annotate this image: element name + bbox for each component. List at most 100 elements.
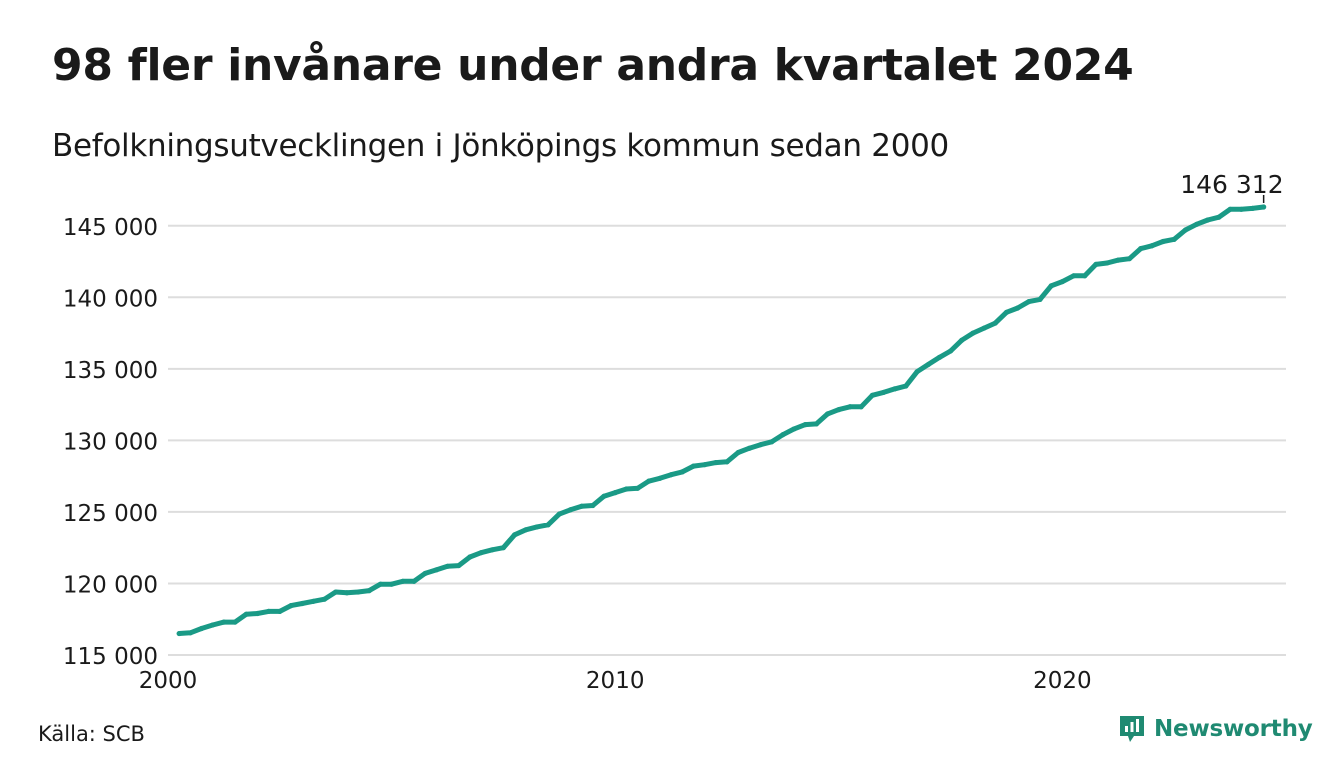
data-point [400,578,406,584]
data-point [221,619,227,625]
data-point [243,611,249,617]
data-point [746,445,752,451]
annotations: 146 312 [1180,170,1284,203]
data-point [869,392,875,398]
data-point [735,449,741,456]
data-point [1227,206,1233,212]
x-tick-label: 2000 [139,668,198,694]
x-axis-tick-labels: 2000 2010 2020 [139,668,1092,694]
data-point [1048,283,1054,289]
data-point [456,562,462,569]
data-point [925,361,931,368]
end-value-label: 146 312 [1180,170,1283,199]
data-point [176,630,182,637]
data-point [1193,221,1200,227]
data-point [769,439,775,445]
series-layer [176,204,1267,637]
data-point [545,522,551,528]
y-tick-label: 115 000 [63,644,158,670]
data-point [646,478,652,484]
data-point [791,426,797,432]
data-point [187,630,193,636]
data-point [210,622,216,628]
y-tick-label: 145 000 [63,215,158,241]
data-point [757,442,764,448]
data-point [1238,206,1244,212]
data-point [936,354,943,360]
data-point [467,554,473,560]
data-point [914,369,920,375]
data-point [802,422,808,428]
data-point [601,493,607,499]
data-point [612,490,618,496]
data-point [1082,273,1088,279]
data-point [590,502,596,509]
y-axis-tick-labels: 115 000 120 000 125 000 130 000 135 000 140 0… [63,215,158,670]
data-point [1216,214,1222,220]
chart-title: 98 fler invånare under andra kvartalet 2… [52,40,1134,91]
data-point [1126,256,1133,262]
data-point [266,608,272,614]
data-point [1059,278,1065,285]
data-point [433,567,439,573]
data-point [1026,298,1032,305]
chart-subtitle: Befolkningsutvecklingen i Jönköpings kom… [52,128,949,164]
data-point [254,610,261,617]
data-point [1104,260,1110,266]
data-point [713,459,719,466]
data-point [948,348,954,354]
data-point [1093,261,1099,267]
data-point [500,545,506,551]
data-point [344,590,350,596]
data-point [478,550,484,556]
data-point [657,475,663,481]
data-point [511,532,518,538]
data-point [444,563,451,569]
data-point [858,404,864,410]
data-point [556,511,562,517]
data-point [679,469,685,475]
data-point [892,386,898,392]
data-point [959,337,965,343]
data-point [903,383,909,389]
data-point [1171,236,1177,242]
data-point [1249,205,1256,211]
data-point [288,603,294,609]
data-point [847,404,853,410]
data-point [411,578,417,584]
data-point [232,619,238,625]
data-point [1138,246,1144,252]
data-point [668,472,674,478]
data-point [1160,238,1166,245]
data-point [310,598,316,604]
data-point [623,486,629,492]
data-point [1149,243,1155,249]
data-point [366,588,372,594]
data-point [825,411,831,417]
y-tick-label: 125 000 [63,501,158,527]
data-point [333,589,339,595]
data-point [277,608,283,614]
brand-logo[interactable]: Newsworthy [1118,714,1313,744]
grid-lines [168,224,1286,656]
data-point [422,570,428,577]
data-point [198,625,205,632]
newsworthy-logo-icon [1120,716,1144,742]
data-point [780,432,786,438]
data-point [1037,296,1043,303]
y-tick-label: 130 000 [63,429,158,455]
data-point [970,330,976,336]
series-line [176,204,1267,636]
x-tick-label: 2010 [586,668,645,694]
data-point [1205,217,1211,223]
y-tick-label: 140 000 [63,286,158,312]
data-point [1015,305,1021,311]
y-tick-label: 120 000 [63,572,158,598]
brand-name: Newsworthy [1154,716,1313,742]
data-point [523,527,529,533]
data-point [355,589,361,595]
data-point [1003,309,1010,315]
data-point [836,407,842,413]
data-point [690,463,697,469]
data-point [377,581,384,587]
